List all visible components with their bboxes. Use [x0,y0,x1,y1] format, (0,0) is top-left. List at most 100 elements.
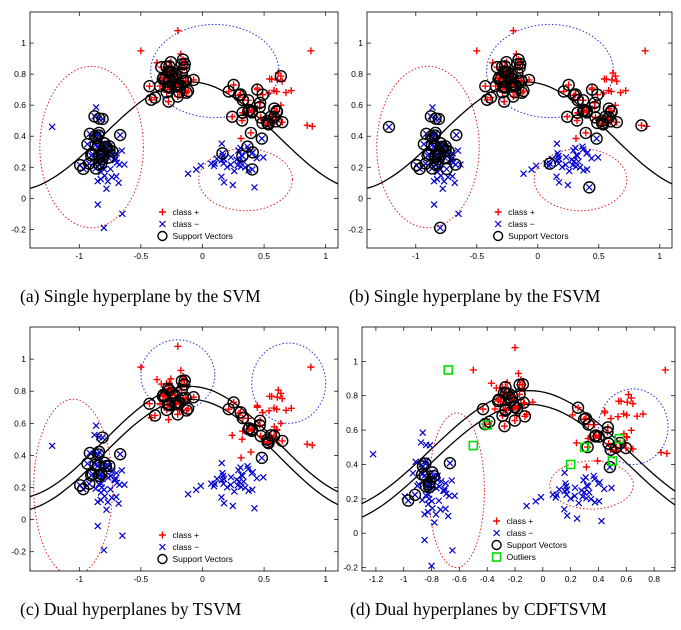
class-minus-point [558,163,566,171]
class-minus-point [562,161,570,169]
class-plus-point [259,409,267,417]
support-vector-marker [603,460,617,474]
class-plus-point [609,69,617,77]
y-tick-label: 1 [21,354,26,364]
class-minus-point [230,167,238,175]
support-vector-marker [443,456,457,470]
class-plus-point [481,82,489,90]
support-vector-marker [164,55,178,69]
class-plus-point [303,121,311,129]
support-vector-marker [245,423,259,436]
class-minus-point [248,165,256,173]
support-vector-marker [434,221,447,235]
legend-entry: class + [508,207,535,217]
panel-2: -1 -0.5 0 0.5 1 -0.2 0 0.2 0.4 0.6 0.8 1 class + clas… [348,11,673,306]
legend-entry: Support Vectors [508,231,568,241]
class-minus-point [437,477,445,485]
support-vector-marker [148,409,162,422]
class-minus-point [238,471,245,479]
class-plus-point [509,27,517,35]
legend-entry: Support Vectors [172,231,232,241]
class-minus-point [584,148,592,156]
class-plus-point [247,448,255,456]
legend-minus-marker [159,220,166,228]
support-vector-marker [86,147,99,161]
legend-entry: class − [172,542,199,552]
y-tick-label: 0.4 [14,131,26,141]
support-vector-marker [571,106,584,119]
class-minus-point [116,131,124,139]
panel-caption: (d) Dual hyperplanes by CDFTSVM [350,599,607,619]
x-tick-label: 0 [200,251,205,261]
support-vector-marker [153,79,167,93]
class-minus-point [234,481,242,489]
class-minus-point [235,147,242,154]
support-vector-marker [495,60,509,73]
axes-frame [29,326,339,572]
x-tick-label: 1 [323,574,328,584]
support-vector-marker [227,396,240,409]
support-vector-marker [420,127,433,141]
class-minus-point [422,441,430,449]
support-vector-marker [512,53,525,66]
plot-area [30,339,338,571]
outlier-marker [614,433,625,444]
class-plus-point [479,405,487,413]
class-plus-point [277,420,285,428]
class-minus-point [594,153,602,161]
class-minus-point [442,505,449,513]
support-vector-marker [426,466,439,479]
support-vector-marker [588,96,602,109]
class-minus-point [572,151,580,159]
class-minus-point [523,502,531,510]
support-vector-marker [254,111,267,124]
class-minus-point [94,177,102,185]
legend-entry: Support Vectors [507,540,567,550]
class-plus-point [663,449,671,457]
class-plus-point [487,379,495,387]
support-vector-marker [570,114,584,127]
class-minus-point [553,173,560,181]
class-minus-point [218,173,225,181]
support-vector-marker [241,140,254,153]
legend-entry: class − [507,528,534,538]
class-plus-point [627,394,635,402]
class-plus-point [278,118,286,126]
class-minus-point [197,482,205,490]
support-vector-marker [416,460,430,473]
class-plus-point [153,376,161,384]
class-minus-point [100,486,108,494]
legend-sv-marker [491,539,502,551]
support-vector-marker [113,448,127,461]
class-plus-point [274,386,282,394]
class-plus-point [265,89,273,97]
support-vector-marker [92,448,105,461]
support-vector-marker [497,95,511,108]
outlier-marker [579,442,590,453]
y-tick-label: 0 [21,193,26,203]
class-minus-point [118,210,126,218]
class-minus-point [248,486,256,494]
x-tick-label: -1 [400,574,408,584]
class-minus-point [385,123,393,131]
class-minus-point [107,165,114,173]
y-tick-label: 0.8 [351,69,363,79]
class-plus-point [514,369,522,377]
support-vector-marker [579,126,592,140]
class-plus-point [501,422,509,430]
y-tick-label: 0.8 [14,386,26,396]
x-tick-label: 1 [323,251,328,261]
class-minus-point [561,487,569,495]
class-minus-point [428,562,435,570]
support-vector-marker [428,129,441,142]
support-vector-marker [432,152,445,166]
support-vector-marker [89,162,102,175]
support-vector-marker [255,132,269,145]
class-minus-point [577,486,585,494]
class-plus-point [273,393,281,401]
support-vector-marker [580,104,593,118]
class-minus-point [220,178,228,186]
class-plus-point [572,439,580,447]
class-plus-point [303,440,311,448]
